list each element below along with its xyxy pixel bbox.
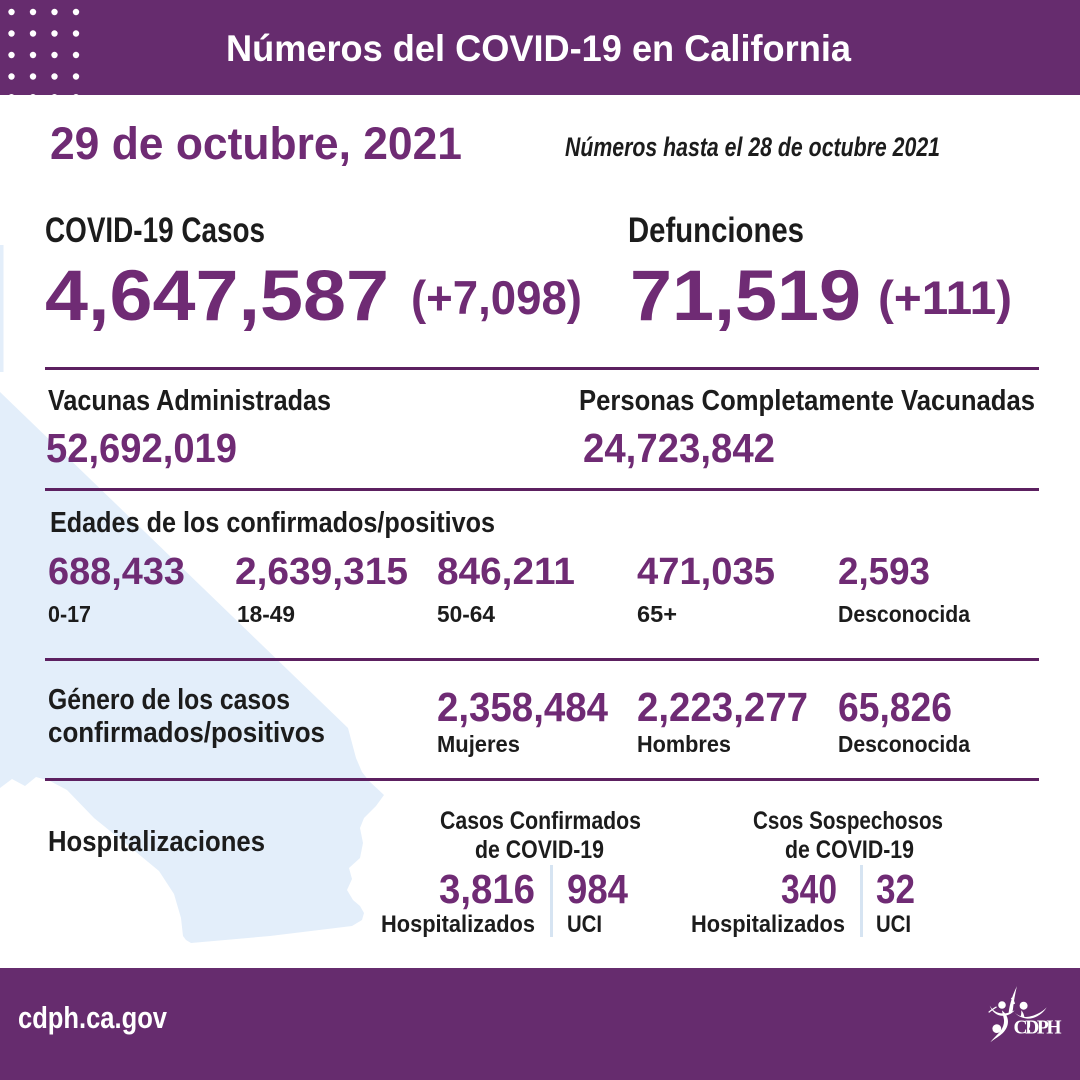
svg-text:CDPH: CDPH bbox=[1014, 1018, 1062, 1039]
